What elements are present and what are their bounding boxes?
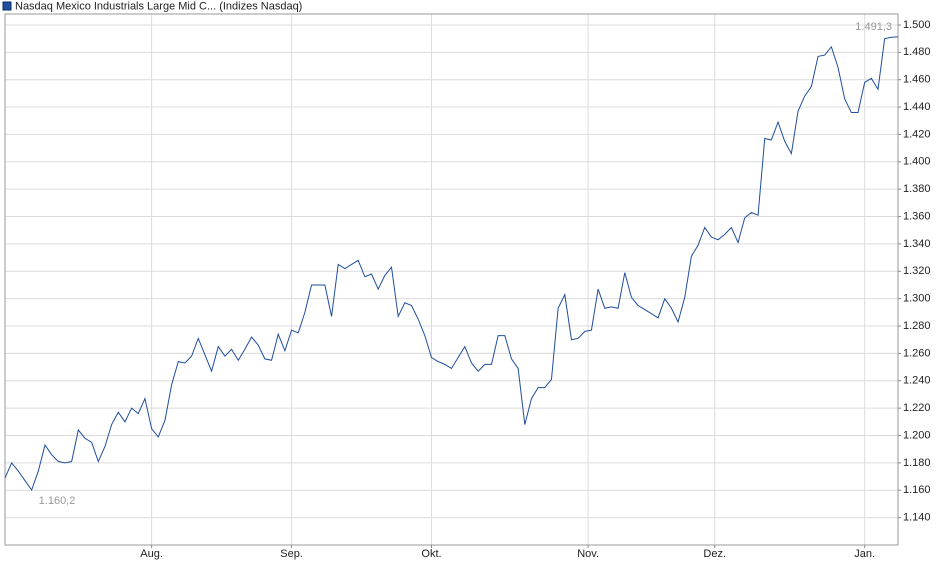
x-tick-label: Aug. [140, 548, 163, 560]
x-tick-label: Okt. [421, 548, 441, 560]
y-tick-label: 1.420 [903, 128, 931, 140]
annotation: 1.160,2 [39, 495, 76, 507]
y-tick-label: 1.500 [903, 19, 931, 31]
legend-swatch [2, 1, 12, 11]
y-tick-label: 1.400 [903, 156, 931, 168]
y-tick-label: 1.280 [903, 320, 931, 332]
y-tick-label: 1.240 [903, 375, 931, 387]
y-tick-label: 1.360 [903, 210, 931, 222]
x-tick-label: Dez. [703, 548, 726, 560]
y-tick-label: 1.180 [903, 457, 931, 469]
y-tick-label: 1.200 [903, 429, 931, 441]
y-tick-label: 1.320 [903, 265, 931, 277]
y-tick-label: 1.380 [903, 183, 931, 195]
x-tick-label: Jan. [854, 548, 875, 560]
y-tick-label: 1.220 [903, 402, 931, 414]
y-tick-label: 1.160 [903, 484, 931, 496]
y-tick-label: 1.480 [903, 46, 931, 58]
y-tick-label: 1.140 [903, 512, 931, 524]
y-tick-label: 1.460 [903, 74, 931, 86]
x-tick-label: Nov. [577, 548, 599, 560]
y-tick-label: 1.260 [903, 347, 931, 359]
x-tick-label: Sep. [280, 548, 303, 560]
y-tick-label: 1.300 [903, 293, 931, 305]
y-tick-label: 1.440 [903, 101, 931, 113]
price-line [4, 36, 899, 492]
legend-label: Nasdaq Mexico Industrials Large Mid C...… [15, 0, 302, 12]
annotation: 1.491,3 [855, 21, 892, 33]
plot-frame [4, 13, 899, 546]
y-tick-label: 1.340 [903, 238, 931, 250]
